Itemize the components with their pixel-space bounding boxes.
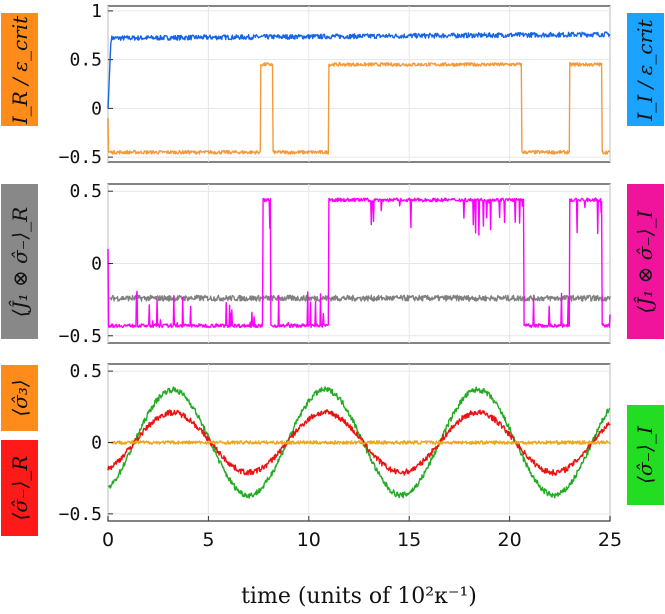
panel-middle: 0.5 0 −0.5 — [59, 181, 611, 347]
label-bottom-left-sigma3-box — [1, 365, 38, 431]
label-bottom-left-sigmaR-box — [1, 440, 38, 536]
x-tick-label: 25 — [598, 529, 622, 551]
label-top-left: I_R / ε_crit — [1, 13, 38, 126]
y-tick-label: 0.5 — [69, 181, 102, 202]
label-top-right-box — [627, 13, 664, 126]
panel-middle-series — [107, 197, 611, 329]
panel-top-yticks: 1 0.5 0 −0.5 — [59, 1, 113, 168]
label-middle-left: ⟨Ĵ₁ ⊗ σ̂₋⟩_R — [1, 184, 38, 339]
x-tick-label: 10 — [297, 529, 321, 551]
series-line--j1-x-sigma-minus-i — [107, 197, 611, 329]
label-top-left-box — [1, 13, 38, 126]
y-tick-label: 0.5 — [69, 50, 102, 71]
x-axis-title: time (units of 10²κ⁻¹) — [241, 584, 477, 609]
y-tick-label: 0 — [91, 254, 102, 275]
label-top-right: I_I / ε_crit — [627, 13, 664, 126]
y-tick-label: 0 — [91, 433, 102, 454]
label-bottom-left-sigmaR: ⟨σ̂₋⟩_R — [1, 440, 38, 536]
x-tick-label: 0 — [102, 529, 114, 551]
label-bottom-right-box — [627, 405, 664, 505]
panel-top: 1 0.5 0 −0.5 — [59, 1, 611, 168]
x-tick-label: 15 — [397, 529, 421, 551]
x-tick-label: 5 — [202, 529, 214, 551]
series-line--j1-x-sigma-minus-r — [107, 294, 611, 302]
y-tick-label: 0.5 — [69, 361, 102, 382]
panel-top-grid — [107, 6, 611, 162]
label-bottom-left-sigma3-text: ⟨σ̂₃⟩ — [8, 379, 32, 416]
label-bottom-right-text: ⟨σ̂₋⟩_I — [633, 425, 657, 484]
panel-bottom: 0.50−0.5 0 5 10 15 20 25 — [59, 361, 622, 551]
y-tick-label: −0.5 — [59, 147, 102, 168]
series-line--sigma-3- — [107, 440, 611, 445]
label-middle-right-box — [627, 184, 664, 339]
panel-bottom-series — [107, 386, 611, 499]
panel-top-frame — [107, 5, 611, 163]
label-middle-right-text: ⟨Ĵ₁ ⊗ σ̂₋⟩_I — [632, 209, 657, 313]
series-line-i-r — [107, 62, 611, 155]
label-top-left-text: I_R / ε_crit — [8, 15, 32, 125]
y-tick-label: −0.5 — [59, 504, 102, 525]
panel-bottom-yticks: 0.5 0 −0.5 — [59, 361, 113, 525]
panel-middle-yticks: 0.5 0 −0.5 — [59, 181, 113, 347]
label-top-right-text: I_I / ε_crit — [633, 18, 657, 121]
label-bottom-left-sigmaR-text: ⟨σ̂₋⟩_R — [8, 456, 32, 521]
y-tick-label: −0.5 — [59, 326, 102, 347]
panel-top-series — [107, 31, 611, 155]
x-tick-label: 20 — [498, 529, 522, 551]
series-line--sigma-minus-r — [107, 409, 611, 476]
label-bottom-left-sigma3: ⟨σ̂₃⟩ — [1, 365, 38, 431]
panel-bottom-xticks: 0 5 10 15 20 25 — [102, 516, 622, 551]
panel-middle-grid — [107, 184, 611, 343]
y-tick-label: 1 — [91, 1, 102, 22]
y-tick-label: 0 — [91, 98, 102, 119]
label-middle-left-text: ⟨Ĵ₁ ⊗ σ̂₋⟩_R — [7, 207, 32, 317]
label-bottom-right: ⟨σ̂₋⟩_I — [627, 405, 664, 505]
label-middle-left-box — [1, 184, 38, 339]
series-line-i-i — [107, 31, 611, 109]
label-middle-right: ⟨Ĵ₁ ⊗ σ̂₋⟩_I — [627, 184, 664, 339]
